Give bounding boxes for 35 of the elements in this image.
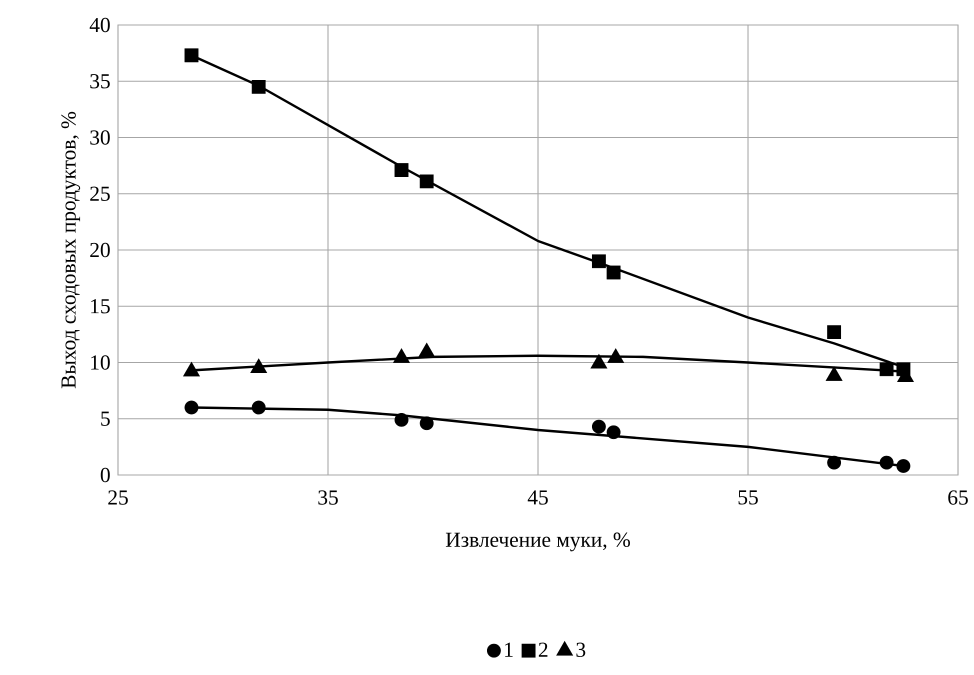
y-tick-label: 20 bbox=[90, 242, 110, 258]
x-tick-label: 45 bbox=[528, 490, 548, 505]
point bbox=[606, 425, 621, 440]
legend-label: 1 bbox=[505, 642, 513, 657]
y-tick-label: 10 bbox=[91, 355, 110, 370]
x-tick-label: 35 bbox=[318, 490, 338, 505]
point bbox=[880, 362, 894, 376]
x-tick-label: 55 bbox=[738, 490, 758, 505]
point bbox=[184, 400, 198, 414]
y-axis-title: Выход сходовых продуктов, % bbox=[61, 112, 80, 388]
point bbox=[252, 80, 266, 94]
y-tick-label: 40 bbox=[90, 18, 110, 32]
y-tick-label: 15 bbox=[91, 299, 110, 314]
point bbox=[606, 266, 621, 280]
x-tick-label: 65 bbox=[948, 490, 968, 505]
point bbox=[252, 400, 266, 414]
point bbox=[420, 174, 434, 188]
point bbox=[880, 456, 894, 470]
point bbox=[394, 163, 408, 178]
point bbox=[896, 459, 910, 473]
y-tick-label: 25 bbox=[90, 186, 110, 201]
legend-label: 3 bbox=[576, 642, 586, 657]
point bbox=[592, 420, 606, 434]
y-tick-label: 30 bbox=[90, 130, 110, 145]
point bbox=[827, 325, 842, 340]
point bbox=[394, 412, 408, 427]
y-tick-label: 5 bbox=[101, 412, 110, 426]
legend-label: 2 bbox=[538, 642, 548, 657]
point bbox=[827, 456, 842, 470]
point bbox=[592, 254, 606, 268]
point bbox=[184, 48, 198, 62]
point bbox=[420, 416, 434, 430]
y-tick-label: 35 bbox=[90, 74, 110, 88]
y-tick-label: 0 bbox=[100, 468, 110, 482]
x-axis-title: Извлечение муки, % bbox=[446, 532, 630, 552]
